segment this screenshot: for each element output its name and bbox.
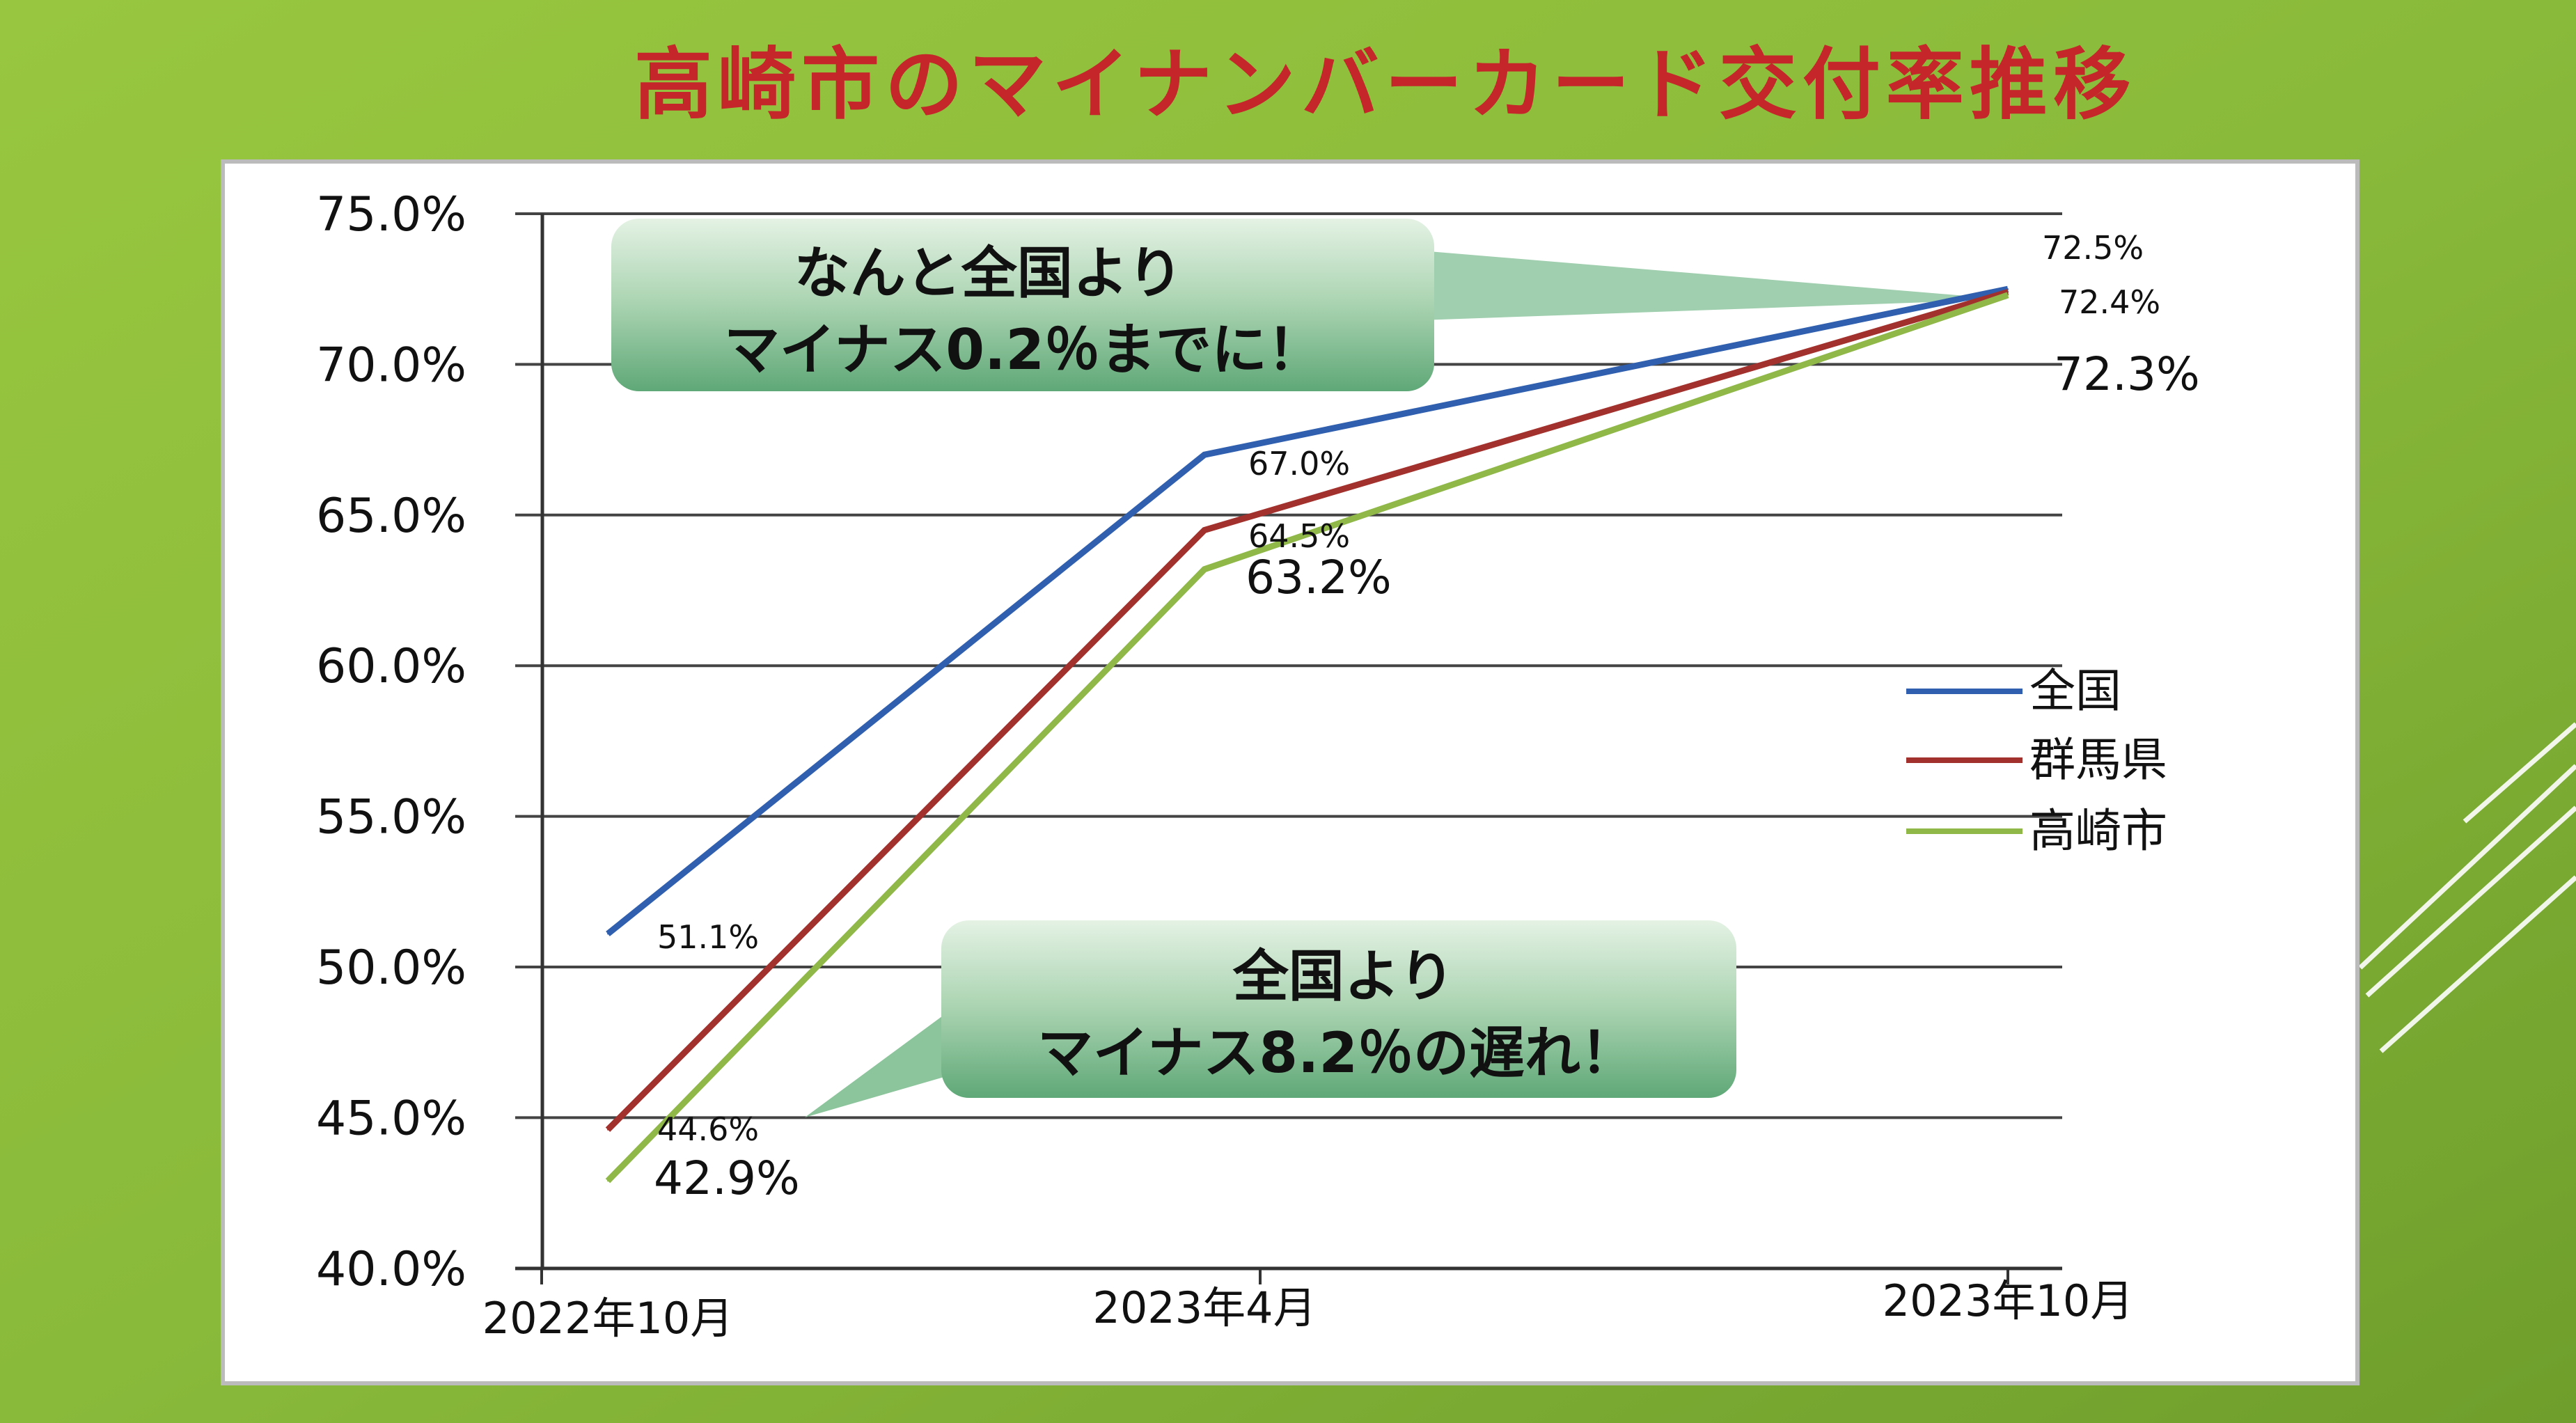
data-point-takasaki	[1204, 568, 1205, 570]
data-label-takasaki: 42.9%	[654, 1151, 800, 1205]
data-label-gunma: 72.4%	[2059, 283, 2160, 321]
legend-label-national: 全国	[2029, 664, 2121, 718]
callout-pointer	[1420, 251, 2008, 320]
callout-box	[941, 920, 1736, 1098]
callout-line1: 全国より	[1232, 944, 1454, 1009]
callout-line1: なんと全国より	[794, 241, 1183, 306]
legend-label-takasaki: 高崎市	[2029, 804, 2167, 858]
callout-pointer	[805, 1003, 961, 1117]
data-label-gunma: 44.6%	[657, 1110, 759, 1148]
series-lines	[605, 285, 2009, 1184]
data-point-gunma	[607, 1129, 608, 1131]
y-axis-ticks: 75.0% 70.0% 65.0% 60.0% 55.0% 50.0% 45.0% 40.0%	[316, 187, 466, 1297]
callout-box	[611, 219, 1434, 391]
data-point-national	[607, 933, 608, 935]
y-tick-label: 45.0%	[316, 1091, 466, 1146]
slide-title: 高崎市のマイナンバーカード交付率推移	[634, 40, 2137, 130]
data-point-takasaki	[607, 1180, 608, 1182]
y-tick-label: 55.0%	[316, 790, 466, 845]
data-point-takasaki	[2007, 294, 2009, 296]
y-tick-label: 65.0%	[316, 489, 466, 544]
data-label-national: 51.1%	[657, 918, 759, 956]
y-tick-label: 75.0%	[316, 187, 466, 242]
x-tick-label: 2023年4月	[1092, 1282, 1316, 1333]
callout-initial-gap: 全国より マイナス8.2％の遅れ！	[805, 920, 1736, 1117]
y-tick-label: 60.0%	[316, 639, 466, 694]
data-point-national	[1204, 454, 1205, 456]
data-point-gunma	[2007, 291, 2009, 293]
data-label-takasaki: 72.3%	[2054, 347, 2200, 401]
x-tick-label: 2023年10月	[1883, 1275, 2134, 1326]
y-tick-label: 50.0%	[316, 941, 466, 996]
callout-line2: マイナス0.2％までに！	[724, 317, 1323, 382]
data-label-national: 72.5%	[2042, 229, 2144, 267]
y-tick-label: 40.0%	[316, 1242, 466, 1297]
callout-line2: マイナス8.2％の遅れ！	[1037, 1021, 1636, 1085]
data-label-gunma: 64.5%	[1248, 517, 1350, 555]
data-label-takasaki: 63.2%	[1246, 551, 1392, 604]
legend-label-gunma: 群馬県	[2029, 733, 2167, 787]
callout-national-gap: なんと全国より マイナス0.2％までに！	[611, 219, 2008, 391]
legend: 全国 群馬県 高崎市	[1906, 664, 2167, 858]
x-tick-label: 2022年10月	[482, 1293, 734, 1344]
data-label-national: 67.0%	[1248, 445, 1350, 482]
data-point-national	[2007, 288, 2009, 290]
decorative-lines	[2358, 722, 2576, 1053]
x-axis-ticks: 2022年10月 2023年4月 2023年10月	[482, 1268, 2134, 1344]
y-tick-label: 70.0%	[316, 338, 466, 393]
data-point-gunma	[1204, 529, 1205, 531]
data-labels: 51.1% 67.0% 72.5% 44.6% 64.5% 72.4% 42.9% 63.2%…	[654, 229, 2200, 1205]
